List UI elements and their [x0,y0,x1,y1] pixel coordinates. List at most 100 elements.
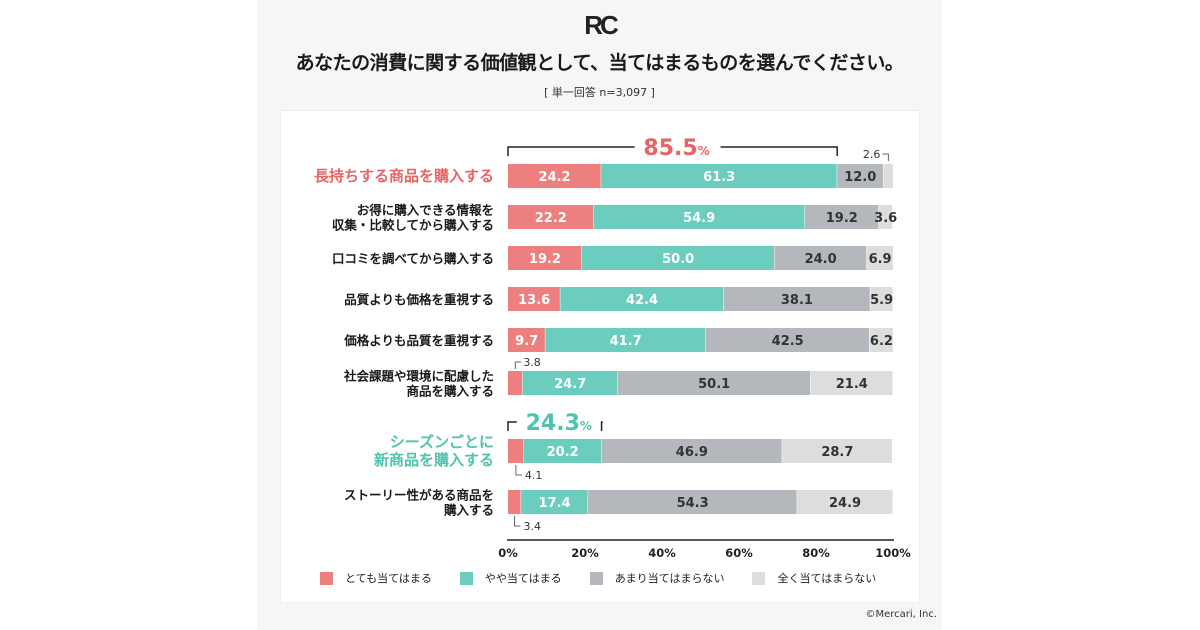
bar-segment [782,439,893,463]
chart-card [280,110,920,603]
callout: 3.4 [514,516,542,533]
total-annotation: 24.3% [507,411,603,436]
bar-row: 口コミを調べてから購入する 19.2 50.0 24.0 6.9 [332,246,893,270]
bar-segment [774,246,867,270]
data-label: 24.2 [539,170,571,185]
bar-segment [617,371,811,395]
row-label: 品質よりも価格を重視する [344,292,494,307]
x-tick-label: 80% [802,546,830,560]
bar-segment [545,328,706,352]
legend-label: やや当てはまる [484,572,562,585]
bar-segment [869,328,893,352]
total-value: 24.3% [526,411,592,436]
row-label: 購入する [443,503,494,518]
bar-segment [560,287,724,311]
data-label: 22.2 [535,211,567,226]
data-label: 41.7 [610,334,642,349]
callout-line [515,465,522,476]
callout: 3.8 [514,356,541,369]
data-label: 46.9 [676,445,708,460]
callout: 2.6 [863,148,889,161]
callout-line [882,153,889,161]
bar-segment [883,164,893,188]
row-label: 長持ちする商品を購入する [314,167,494,185]
legend-item-somewhat: やや当てはまる [459,570,562,586]
callout-label: 4.1 [525,469,543,482]
bar-segment [508,490,521,514]
bracket-right [720,146,838,156]
x-tick-label: 40% [648,546,676,560]
bar-segment [508,287,560,311]
data-label: 6.2 [870,334,893,349]
bracket-left [507,146,635,156]
data-label: 54.9 [683,211,715,226]
bar-segment [523,439,602,463]
bar-segment [810,371,893,395]
bar-segment [866,246,893,270]
bar-segment [508,371,523,395]
legend-swatch [459,571,473,585]
chart-title: あなたの消費に関する価値観として、当てはまるものを選んでください。 [295,52,904,74]
data-label: 42.5 [772,334,804,349]
row-label: シーズンごとに [390,433,494,451]
data-label: 54.3 [677,496,709,511]
data-label: 12.0 [844,170,876,185]
rc-logo: RC [584,10,619,40]
bar-row: 長持ちする商品を購入する 24.2 61.3 12.0 [314,164,893,188]
data-label: 19.2 [826,211,858,226]
bar-segment [508,205,593,229]
bar-segment [601,439,782,463]
data-label: 50.0 [662,252,694,267]
row-label: 社会課題や環境に配慮した [343,369,494,384]
total-unit: % [580,419,592,433]
callout: 4.1 [515,465,543,482]
data-label: 42.4 [626,293,658,308]
data-label: 21.4 [836,377,868,392]
bracket-right [600,421,603,431]
bar-segment [804,205,879,229]
callout-line [514,361,522,369]
callout-label: 2.6 [863,148,881,161]
bar-segment [705,328,870,352]
data-label: 6.9 [869,252,892,267]
data-label: 38.1 [781,293,813,308]
bar-segment [508,246,582,270]
data-label: 24.9 [829,496,861,511]
data-label: 17.4 [539,496,571,511]
data-label: 5.9 [870,293,893,308]
callout-label: 3.8 [523,356,541,369]
data-label: 61.3 [703,170,735,185]
total-value: 85.5% [643,136,709,161]
row-label: 収集・比較してから購入する [332,218,494,233]
data-label: 3.6 [874,211,897,226]
callout-label: 3.4 [524,520,542,533]
data-label: 13.6 [518,293,550,308]
data-label: 9.7 [515,334,538,349]
x-tick-label: 100% [875,546,911,560]
row-label: 価格よりも品質を重視する [343,333,494,348]
bar-segment [723,287,870,311]
data-label: 20.2 [547,445,579,460]
bar-segment [521,490,588,514]
row-label: 商品を購入する [406,384,494,399]
bar-segment [508,328,545,352]
legend-item-not-much: あまり当てはまらない [589,570,724,586]
bar-segment [588,490,797,514]
bar-row: 価格よりも品質を重視する 9.7 41.7 42.5 6.2 [343,328,893,352]
bar-segment [522,371,618,395]
x-tick-label: 20% [571,546,599,560]
x-axis: 0% 20% 40% 60% 80% 100% [498,539,911,560]
x-tick-label: 0% [498,546,518,560]
data-label: 24.7 [554,377,586,392]
bar-segment [508,164,601,188]
legend-swatch [589,571,603,585]
copyright: ©Mercari, Inc. [865,609,937,620]
bar-segment [878,205,893,229]
x-tick-label: 60% [725,546,753,560]
bar-row: 品質よりも価格を重視する 13.6 42.4 38.1 5.9 [344,287,893,311]
bar-segment [870,287,893,311]
chart-subtitle: [ 単一回答 n=3,097 ] [544,86,655,99]
